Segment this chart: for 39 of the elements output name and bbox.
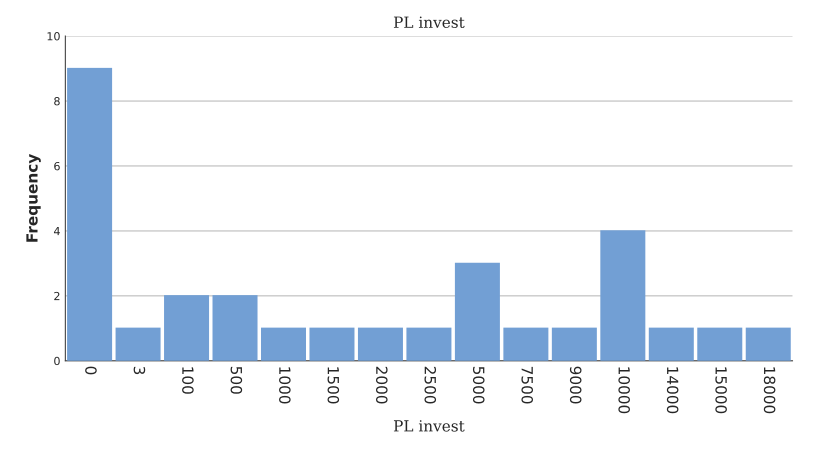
y-tick-label: 2 — [54, 292, 60, 300]
bar — [503, 328, 548, 361]
x-tick-label: 100 — [182, 367, 194, 394]
x-tick-label: 1500 — [328, 367, 340, 404]
x-tick-label: 1000 — [279, 367, 291, 404]
bar — [309, 328, 354, 361]
bar — [164, 295, 210, 361]
x-tick-label: 18000 — [764, 367, 776, 414]
y-tick-label: 8 — [54, 97, 60, 106]
x-tick-label: 0 — [85, 366, 97, 374]
x-tick-label: 7500 — [521, 366, 533, 404]
y-tick-label: 6 — [54, 162, 60, 170]
x-tick-label: 10000 — [618, 367, 630, 414]
bar — [358, 328, 403, 361]
bar — [746, 328, 791, 361]
x-tick-label: 3 — [134, 366, 146, 374]
bar — [67, 68, 112, 361]
x-tick-label: 500 — [230, 366, 242, 394]
bar — [648, 328, 694, 361]
x-tick-label: 15000 — [715, 367, 727, 414]
x-tick-label: 2500 — [424, 366, 436, 404]
bar — [454, 262, 500, 361]
bar — [406, 328, 452, 361]
x-tick-label: 5000 — [472, 366, 485, 404]
bar — [260, 328, 306, 361]
bar — [116, 328, 161, 361]
x-tick-label: 9000 — [570, 366, 582, 404]
y-tick-label: 10 — [48, 32, 60, 40]
chart-title: PL invest — [394, 16, 465, 28]
bar — [212, 295, 258, 361]
x-axis-title: PL invest — [394, 420, 465, 432]
y-tick-label: 0 — [54, 356, 60, 366]
bar — [697, 328, 742, 361]
x-tick-label: 2000 — [376, 366, 388, 404]
x-tick-label: 14000 — [666, 367, 678, 414]
bar — [552, 328, 597, 361]
bar — [600, 230, 646, 361]
y-tick-label: 4 — [54, 227, 60, 236]
y-axis-title: Frequency — [26, 154, 41, 242]
